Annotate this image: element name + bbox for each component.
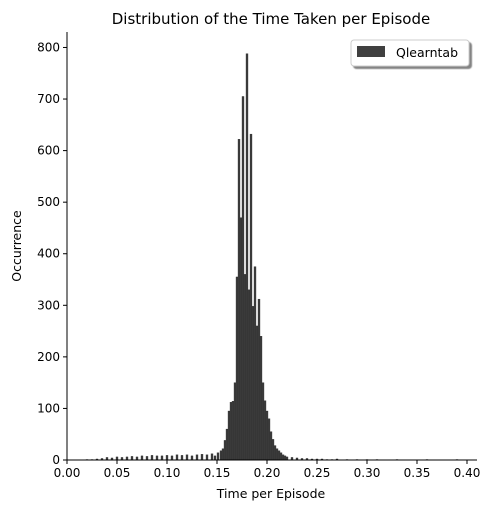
histogram-bar-44 xyxy=(251,306,255,461)
histogram-bar-45 xyxy=(253,266,257,461)
histogram-bar-51 xyxy=(265,410,269,461)
histogram-bar-50 xyxy=(263,400,267,461)
x-tick-label: 0.00 xyxy=(54,466,81,480)
y-ticks: 0 100 200 300 400 500 600 700 800 xyxy=(37,40,67,467)
histogram-bar-9 xyxy=(130,456,134,461)
histogram-bar-20 xyxy=(185,454,189,461)
histogram-bar-43 xyxy=(249,133,253,461)
histogram-bar-38 xyxy=(239,217,243,461)
histogram-bar-35 xyxy=(233,382,237,461)
histogram-bar-12 xyxy=(145,456,149,461)
x-ticks: 0.00 0.05 0.10 0.15 0.20 0.25 0.30 0.35 0.40 xyxy=(54,460,481,480)
histogram-bar-18 xyxy=(175,454,179,461)
y-axis-label: Occurrence xyxy=(9,210,24,282)
histogram-bar-40 xyxy=(243,274,247,461)
histogram-bar-31 xyxy=(225,428,229,461)
histogram-bar-53 xyxy=(269,431,273,461)
histogram-bar-11 xyxy=(140,455,144,461)
y-tick-label: 700 xyxy=(37,92,60,106)
legend-label: Qlearntab xyxy=(396,45,458,60)
histogram-bar-16 xyxy=(165,455,169,461)
x-tick-label: 0.35 xyxy=(404,466,431,480)
histogram-bar-52 xyxy=(267,418,271,461)
chart-title: Distribution of the Time Taken per Episo… xyxy=(112,10,431,28)
histogram-bar-60 xyxy=(283,455,287,461)
x-axis-label: Time per Episode xyxy=(216,486,326,501)
histogram-bar-55 xyxy=(273,445,277,461)
histogram-bar-13 xyxy=(150,455,154,461)
histogram-bar-15 xyxy=(160,455,164,461)
histogram-bar-41 xyxy=(245,53,249,461)
y-tick-label: 400 xyxy=(37,247,60,261)
histogram-bar-39 xyxy=(241,96,245,461)
histogram-bar-27 xyxy=(216,452,220,461)
y-tick-label: 200 xyxy=(37,350,60,364)
histogram-bar-26 xyxy=(213,455,217,461)
histogram-bar-46 xyxy=(255,325,259,461)
histogram-bar-56 xyxy=(275,448,279,461)
x-tick-label: 0.10 xyxy=(154,466,181,480)
histogram-bar-29 xyxy=(221,448,225,461)
histogram-bar-48 xyxy=(259,336,263,461)
histogram-bar-14 xyxy=(155,455,159,461)
histogram-bar-59 xyxy=(281,454,285,461)
x-tick-label: 0.20 xyxy=(254,466,281,480)
histogram-bar-21 xyxy=(190,455,194,461)
histogram-bar-32 xyxy=(227,410,231,461)
histogram-bar-22 xyxy=(195,454,199,461)
y-tick-label: 300 xyxy=(37,298,60,312)
y-tick-label: 600 xyxy=(37,144,60,158)
histogram-bar-33 xyxy=(229,402,233,461)
histogram-bar-28 xyxy=(219,450,223,461)
histogram-bar-54 xyxy=(271,439,275,461)
y-tick-label: 100 xyxy=(37,401,60,415)
bars-layer xyxy=(85,53,459,461)
histogram-bar-30 xyxy=(223,440,227,461)
x-tick-label: 0.40 xyxy=(454,466,481,480)
histogram-bar-57 xyxy=(277,450,281,461)
histogram-bar-37 xyxy=(237,139,241,461)
histogram-bar-58 xyxy=(279,452,283,461)
y-tick-label: 800 xyxy=(37,40,60,54)
x-tick-label: 0.05 xyxy=(104,466,131,480)
histogram-bar-23 xyxy=(200,454,204,461)
histogram-bar-17 xyxy=(170,455,174,461)
histogram-bar-49 xyxy=(261,382,265,461)
legend: Qlearntab xyxy=(350,39,470,67)
y-tick-label: 0 xyxy=(52,453,60,467)
histogram-bar-24 xyxy=(205,454,209,461)
y-tick-label: 500 xyxy=(37,195,60,209)
x-tick-label: 0.30 xyxy=(354,466,381,480)
histogram-bar-25 xyxy=(210,453,214,461)
histogram-bar-36 xyxy=(235,276,239,461)
x-tick-label: 0.25 xyxy=(304,466,331,480)
legend-swatch xyxy=(357,46,385,57)
histogram-bar-34 xyxy=(231,401,235,461)
histogram-bar-47 xyxy=(257,298,261,461)
histogram-bar-42 xyxy=(247,289,251,461)
x-tick-label: 0.15 xyxy=(204,466,231,480)
histogram-bar-19 xyxy=(180,455,184,461)
